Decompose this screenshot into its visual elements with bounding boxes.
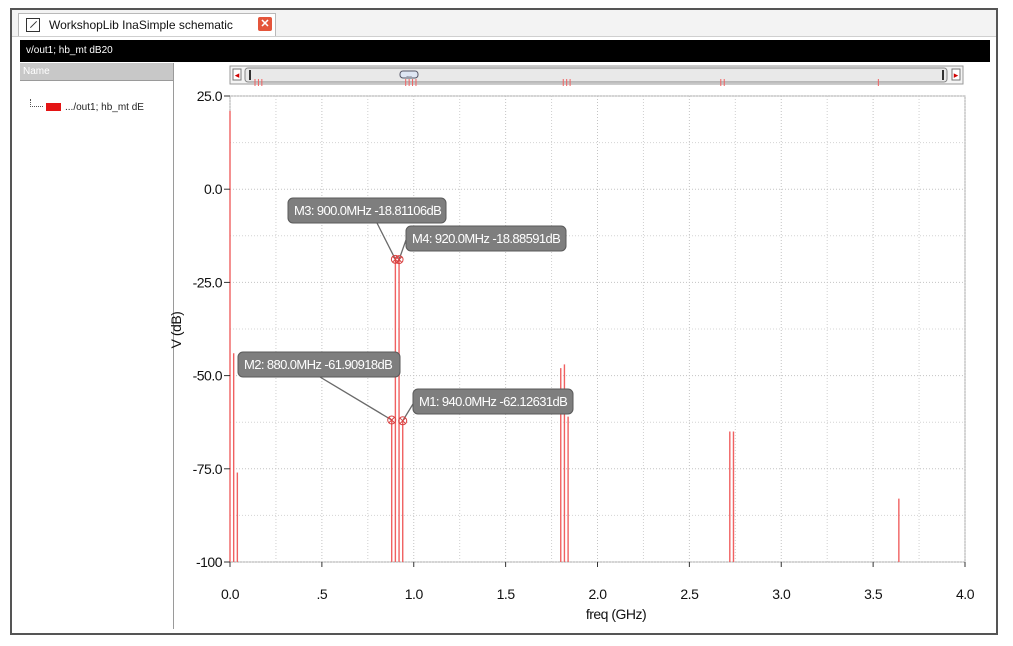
x-tick-label: 3.0 [772,586,791,602]
marker-cross [399,417,407,425]
scrollbar-left-handle[interactable] [249,70,251,80]
marker-label: M1: 940.0MHz -62.12631dB [419,394,567,409]
plot-title-bar: v/out1; hb_mt dB20 [20,40,990,62]
scroll-left-button[interactable] [232,68,242,81]
trace-color-swatch [46,103,61,111]
document-icon [26,18,40,32]
y-tick-label: -25.0 [193,274,223,290]
x-tick-label: 2.5 [680,586,699,602]
marker-leader-line [319,376,393,421]
marker-m1[interactable]: M1: 940.0MHz -62.12631dB [398,388,574,426]
tab-title: WorkshopLib InaSimple schematic [49,18,233,32]
scrollbar-grip-label: ... [406,72,412,79]
marker-label-box[interactable] [287,197,447,224]
marker-label-box[interactable] [237,351,401,378]
marker-leader-line [376,222,396,260]
x-tick-label: 0.0 [221,586,240,602]
trace-list-header[interactable]: Name [20,63,173,81]
marker-point-icon[interactable] [387,415,397,425]
marker-m4[interactable]: M4: 920.0MHz -18.88591dB [394,225,567,265]
marker-leader-line [398,239,407,260]
scrollbar-grip-icon[interactable] [399,70,419,79]
y-tick-label: 25.0 [197,88,223,104]
scroll-right-button[interactable] [951,68,961,81]
y-tick-labels: 25.0 0.0 -25.0 -50.0 -75.0 -100 [193,88,230,570]
x-tick-labels: 0.0 .5 1.0 1.5 2.0 2.5 3.0 3.5 4.0 [221,562,975,602]
scrollbar-thumb[interactable] [244,67,948,83]
marker-label-box[interactable] [405,225,567,252]
x-scrollbar[interactable]: ◂ ▸ ... [229,65,964,86]
plot-grid [229,95,966,563]
scrollbar-overview [254,79,879,86]
x-tick-label: 1.5 [497,586,516,602]
marker-label: M3: 900.0MHz -18.81106dB [294,203,441,218]
marker-cross [395,256,403,263]
x-tick-label: 1.0 [405,586,424,602]
x-tick-label: 4.0 [956,586,975,602]
marker-point-icon[interactable] [398,416,408,426]
scroll-right-arrow-icon: ▸ [954,70,959,80]
marker-label: M2: 880.0MHz -61.90918dB [244,357,392,372]
scrollbar-right-handle[interactable] [942,70,944,80]
x-tick-label: 2.0 [589,586,608,602]
marker-group[interactable]: M3: 900.0MHz -18.81106dB M4: 920.0MHz -18… [237,197,574,426]
y-tick-label: -75.0 [193,461,223,477]
trace-list-panel: Name .../out1; hb_mt dE [20,63,174,629]
y-tick-label: -50.0 [193,368,223,384]
tree-branch-icon [30,99,43,107]
x-axis-label: freq (GHz) [586,606,646,622]
marker-label: M4: 920.0MHz -18.88591dB [412,231,560,246]
marker-point-icon[interactable] [394,255,404,265]
marker-leader-line [402,403,414,422]
x-tick-label: .5 [317,586,328,602]
marker-m3[interactable]: M3: 900.0MHz -18.81106dB [287,197,447,264]
tab-schematic[interactable]: WorkshopLib InaSimple schematic ✕ [18,13,276,36]
y-axis-label: V (dB) [168,312,184,349]
trace-label: .../out1; hb_mt dE [65,102,144,113]
trace-list-item[interactable]: .../out1; hb_mt dE [30,99,144,113]
scroll-left-arrow-icon: ◂ [235,70,240,80]
y-tick-label: -100 [196,554,223,570]
marker-cross [388,416,396,424]
y-tick-label: 0.0 [204,181,223,197]
close-icon[interactable]: ✕ [258,17,272,31]
marker-label-box[interactable] [412,388,574,415]
marker-m2[interactable]: M2: 880.0MHz -61.90918dB [237,351,401,425]
tab-bar: WorkshopLib InaSimple schematic ✕ [12,10,996,37]
x-tick-label: 3.5 [864,586,883,602]
